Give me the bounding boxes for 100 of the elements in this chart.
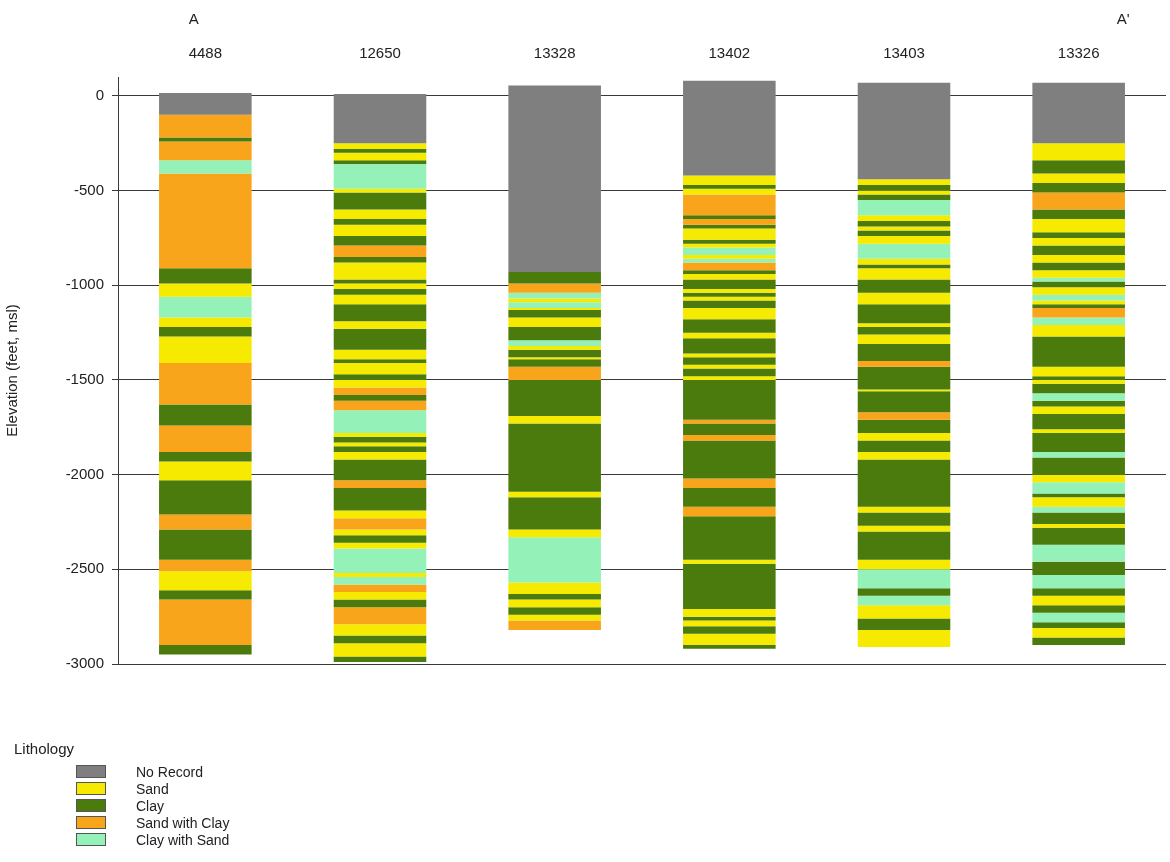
bar	[857, 82, 951, 180]
bar	[1032, 432, 1125, 452]
bar	[508, 326, 601, 341]
bar	[857, 629, 951, 647]
bar	[159, 529, 252, 560]
bar	[857, 391, 951, 413]
bar	[333, 349, 427, 360]
bar	[1032, 527, 1125, 545]
bar	[857, 334, 951, 344]
bar	[857, 605, 951, 619]
legend-label: Clay	[136, 797, 165, 814]
bar	[683, 357, 776, 365]
bar	[857, 366, 951, 390]
bar	[857, 200, 951, 216]
bar	[1032, 383, 1125, 394]
bar	[683, 300, 776, 309]
bar	[1032, 482, 1125, 494]
bar	[333, 219, 427, 225]
x-tick-label: 13403	[883, 44, 925, 62]
x-tick-label: 13402	[708, 44, 751, 62]
bar	[508, 345, 601, 350]
x-tick-label: 4488	[188, 44, 223, 62]
bar	[333, 379, 427, 388]
legend-label: Sand	[136, 780, 169, 797]
bar	[1032, 544, 1125, 562]
bar	[857, 432, 951, 441]
bar	[857, 440, 951, 452]
bar	[159, 336, 252, 363]
y-tick-label: 0	[95, 86, 104, 104]
bar	[333, 487, 427, 511]
bar	[857, 459, 951, 507]
bar	[1032, 595, 1125, 606]
bar	[857, 323, 951, 327]
bar	[1032, 366, 1125, 377]
bar	[333, 362, 427, 375]
bar	[683, 368, 776, 377]
bar	[857, 184, 951, 191]
bar	[857, 304, 951, 324]
bar	[683, 609, 776, 617]
bar	[1032, 336, 1125, 367]
bar	[333, 304, 427, 322]
bar	[333, 164, 427, 189]
bar	[683, 308, 776, 320]
bar	[683, 292, 776, 297]
bar	[857, 194, 951, 201]
bar	[683, 273, 776, 280]
bar	[683, 80, 776, 176]
bar	[857, 279, 951, 293]
bar	[683, 289, 776, 293]
bar	[1032, 512, 1125, 524]
bar	[683, 440, 776, 479]
bar	[333, 321, 427, 329]
bar	[683, 338, 776, 354]
bar	[1032, 457, 1125, 475]
bar	[1032, 254, 1125, 263]
bar	[857, 588, 951, 596]
bar	[1032, 183, 1125, 193]
bar	[1032, 173, 1125, 184]
bar	[159, 404, 252, 426]
bar	[683, 559, 776, 564]
bar	[683, 184, 776, 189]
y-tick-label: -2000	[65, 464, 104, 482]
bar	[1032, 406, 1125, 415]
bar	[857, 236, 951, 244]
bar	[1032, 429, 1125, 433]
bar	[683, 319, 776, 333]
bar	[857, 220, 951, 227]
bar	[333, 374, 427, 380]
bar	[333, 656, 427, 663]
bar	[333, 294, 427, 305]
bar	[333, 256, 427, 263]
bar	[333, 328, 427, 350]
bar	[857, 559, 951, 570]
text: A	[188, 10, 199, 28]
bar	[857, 506, 951, 513]
bar	[683, 239, 776, 244]
bar	[857, 531, 951, 560]
x-tick-label: 12650	[359, 44, 401, 62]
bar	[333, 510, 427, 519]
bar	[1032, 300, 1125, 305]
bar	[683, 563, 776, 610]
bar	[333, 592, 427, 600]
bar	[159, 451, 252, 462]
bar	[1032, 160, 1125, 174]
y-tick-label: -3000	[65, 654, 104, 672]
bar	[857, 292, 951, 305]
bar	[333, 188, 427, 193]
bar	[333, 599, 427, 608]
bar	[333, 160, 427, 165]
bar	[857, 343, 951, 362]
bar	[683, 175, 776, 185]
bar	[683, 228, 776, 240]
bar	[857, 215, 951, 221]
bar	[333, 359, 427, 363]
bar	[683, 353, 776, 358]
y-axis-title: Elevation (feet, msl)	[3, 304, 21, 437]
bar	[1032, 376, 1125, 380]
x-tick-label: 13328	[533, 44, 576, 62]
bar	[1032, 474, 1125, 483]
bar	[857, 512, 951, 526]
